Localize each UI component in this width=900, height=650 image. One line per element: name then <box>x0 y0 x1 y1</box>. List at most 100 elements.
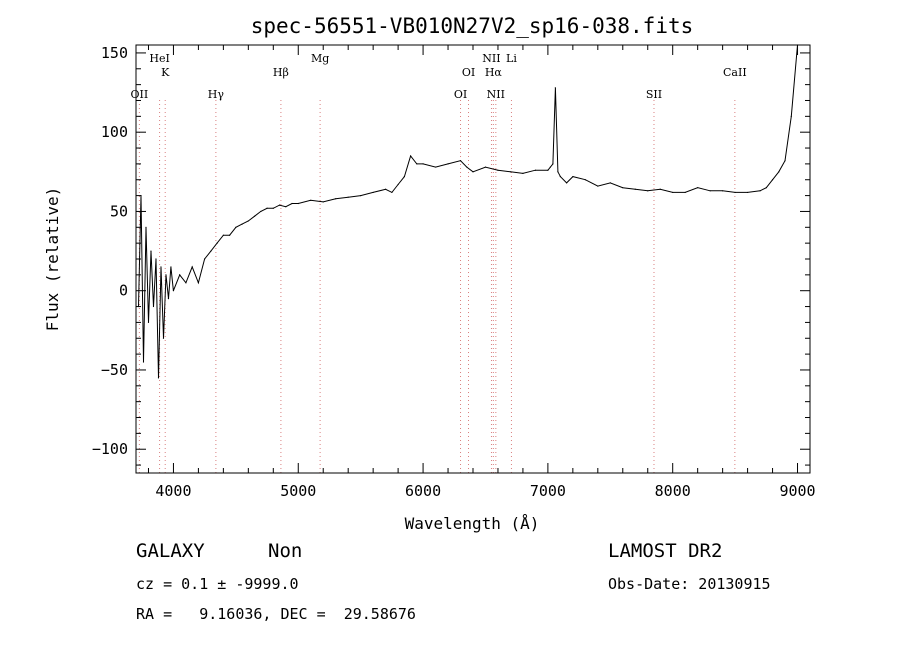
spectrum-point <box>347 196 349 198</box>
spectrum-point <box>609 182 611 184</box>
line-label: K <box>161 66 170 79</box>
spectrum-point <box>534 169 537 171</box>
spectrum-point <box>204 258 206 260</box>
plot-frame <box>135 44 811 474</box>
line-label: Li <box>506 52 517 65</box>
spectrum-point <box>150 250 152 252</box>
spectrum-point <box>216 242 218 244</box>
y-tick-label: −100 <box>92 440 128 458</box>
spectrum-point <box>162 337 165 339</box>
spectrum-point <box>634 188 636 190</box>
object-class: GALAXY <box>136 540 205 562</box>
spectrum-point <box>260 210 262 213</box>
spectrum-point <box>697 187 699 189</box>
y-axis: −100 −50 0 50 100 150 <box>92 44 810 466</box>
x-tick-label: 7000 <box>530 482 566 500</box>
spectrum-point <box>391 191 393 194</box>
line-label: Hα <box>485 66 503 79</box>
y-axis-label: Flux (relative) <box>43 187 62 332</box>
x-axis: 4000 5000 6000 7000 8000 9000 <box>147 45 816 500</box>
line-label: CaII <box>723 66 747 79</box>
spectrum-point <box>310 199 312 201</box>
spectrum-point <box>709 190 711 192</box>
spectrum-point <box>659 188 661 190</box>
spectrum-point <box>484 166 487 168</box>
spectrum-point <box>778 171 780 173</box>
spectrum-point <box>497 169 499 171</box>
x-tick-label: 6000 <box>405 482 441 500</box>
spectrum-point <box>549 166 551 168</box>
spectrum-point <box>409 155 412 157</box>
spectrum-point <box>447 163 449 165</box>
spectrum-point <box>385 188 387 190</box>
spectrum-point <box>152 305 155 308</box>
spectrum-point <box>759 190 761 192</box>
spectrum-point <box>335 198 337 200</box>
spectrum-point <box>191 266 193 268</box>
spectrum-point <box>459 160 462 162</box>
spectrum-point <box>572 175 574 178</box>
spectrum-line <box>138 44 798 378</box>
spectrum-point <box>297 202 299 205</box>
spectrum-point <box>266 207 268 209</box>
spectrum-point <box>784 160 786 162</box>
spectrum-point <box>684 191 686 194</box>
spectrum-point <box>522 172 524 174</box>
spectrum-point <box>197 282 200 284</box>
line-label: NII <box>482 52 500 65</box>
line-label: OI <box>462 66 475 79</box>
spectrum-point <box>185 282 187 284</box>
redshift-line: cz = 0.1 ± -9999.0 <box>136 575 299 593</box>
spectrum-point <box>229 234 231 236</box>
spectrum-point <box>566 182 568 184</box>
line-label: OII <box>131 88 149 101</box>
x-tick-label: 4000 <box>155 482 191 500</box>
spectrum-point <box>241 223 243 225</box>
spectrum-point <box>765 187 767 189</box>
x-tick-label: 9000 <box>779 482 815 500</box>
coordinates: RA = 9.16036, DEC = 29.58676 <box>136 605 416 623</box>
spectrum-point <box>509 171 512 173</box>
y-tick-label: 50 <box>110 202 128 220</box>
spectrum-point <box>584 179 586 181</box>
spectrum-point <box>472 171 474 173</box>
object-subclass: Non <box>268 540 303 562</box>
spectrum-point <box>155 258 157 260</box>
x-tick-label: 5000 <box>280 482 316 500</box>
spectrum-point <box>222 234 224 236</box>
spectrum-point <box>253 215 256 217</box>
y-tick-label: −50 <box>101 361 128 379</box>
spectrum-point <box>160 266 162 268</box>
spectrum-point <box>746 191 749 194</box>
spectrum-point <box>210 250 212 252</box>
spectrum-point <box>597 185 599 187</box>
spectrum-point <box>278 204 281 206</box>
line-label: Mg <box>311 52 329 65</box>
survey-name: LAMOST DR2 <box>608 540 723 562</box>
y-tick-label: 0 <box>119 282 128 300</box>
x-tick-label: 8000 <box>655 482 691 500</box>
spectrum-point <box>434 166 437 168</box>
spectrum-point <box>322 201 324 203</box>
spectrum-point <box>734 191 736 194</box>
spectrum-point <box>235 226 237 228</box>
spectrum-point <box>291 202 293 205</box>
spectrum-point <box>372 191 374 194</box>
spectrum-series <box>137 44 799 379</box>
spectrum-point <box>285 206 287 208</box>
spectrum-point <box>165 274 167 276</box>
spectrum-point <box>147 321 150 324</box>
spectrum-point <box>179 274 181 276</box>
line-label: HeI <box>149 52 169 65</box>
spectrum-point <box>771 179 774 181</box>
chart-title: spec-56551-VB010N27V2_sp16-038.fits <box>251 14 694 38</box>
line-label: SII <box>646 88 662 101</box>
obs-date: Obs-Date: 20130915 <box>608 575 771 593</box>
line-label: Hγ <box>208 88 225 101</box>
spectrum-point <box>167 298 170 300</box>
spectrum-point <box>142 361 145 363</box>
spectrum-point <box>466 166 468 168</box>
spectrum-point <box>157 377 160 379</box>
line-label: OI <box>454 88 467 101</box>
